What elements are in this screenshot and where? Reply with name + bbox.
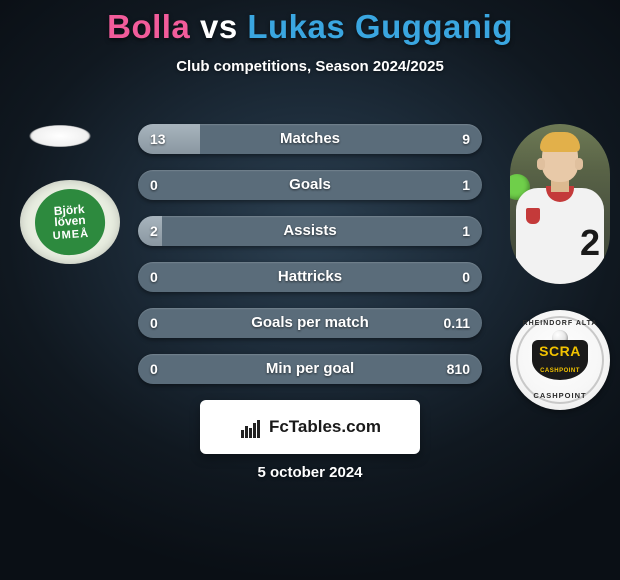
badge-center: SCRA CASHPOINT [532, 340, 588, 380]
player2-club-badge: RHEINDORF ALTA SCRA CASHPOINT CASHPOINT [510, 310, 610, 410]
vs-text: vs [200, 8, 238, 45]
badge-arc-bottom: CASHPOINT [510, 391, 610, 400]
player2-name: Lukas Gugganig [247, 8, 513, 45]
stat-row: 0Min per goal810 [138, 354, 482, 384]
badge-center-text: SCRA [539, 343, 581, 359]
badge-center-sub: CASHPOINT [540, 368, 580, 374]
stat-value-right: 1 [462, 216, 470, 246]
stat-label: Goals [138, 170, 482, 200]
player2-avatar: 2 [510, 124, 610, 284]
stat-row: 0Hattricks0 [138, 262, 482, 292]
page-title: Bolla vs Lukas Gugganig [0, 8, 620, 46]
player1-name: Bolla [107, 8, 190, 45]
stat-value-right: 0 [462, 262, 470, 292]
stat-label: Matches [138, 124, 482, 154]
stat-value-right: 1 [462, 170, 470, 200]
stat-value-right: 9 [462, 124, 470, 154]
date-text: 5 october 2024 [0, 464, 620, 481]
stat-label: Assists [138, 216, 482, 246]
stat-value-right: 0.11 [444, 308, 470, 338]
subtitle: Club competitions, Season 2024/2025 [0, 58, 620, 75]
ear-left [537, 158, 545, 170]
stat-row: 0Goals1 [138, 170, 482, 200]
brand-logo-icon [239, 416, 261, 438]
ear-right [575, 158, 583, 170]
brand-box: FcTables.com [200, 400, 420, 454]
badge-arc-top: RHEINDORF ALTA [510, 320, 610, 327]
stat-label: Min per goal [138, 354, 482, 384]
stats-container: 13Matches90Goals12Assists10Hattricks00Go… [138, 124, 482, 400]
brand-text: FcTables.com [269, 417, 381, 437]
club-left-line2: löven [54, 213, 86, 227]
shirt-number: 2 [580, 222, 600, 264]
stat-row: 2Assists1 [138, 216, 482, 246]
club-left-inner: Björk löven UMEÅ [33, 187, 107, 258]
player1-avatar [10, 100, 110, 172]
stat-label: Goals per match [138, 308, 482, 338]
stat-row: 0Goals per match0.11 [138, 308, 482, 338]
crest-icon [526, 208, 540, 224]
club-left-line3: UMEÅ [52, 227, 89, 242]
stat-value-right: 810 [447, 354, 470, 384]
hair [540, 132, 580, 152]
stat-row: 13Matches9 [138, 124, 482, 154]
content-root: Bolla vs Lukas Gugganig Club competition… [0, 0, 620, 580]
stat-label: Hattricks [138, 262, 482, 292]
player1-club-badge: Björk löven UMEÅ [20, 180, 120, 264]
